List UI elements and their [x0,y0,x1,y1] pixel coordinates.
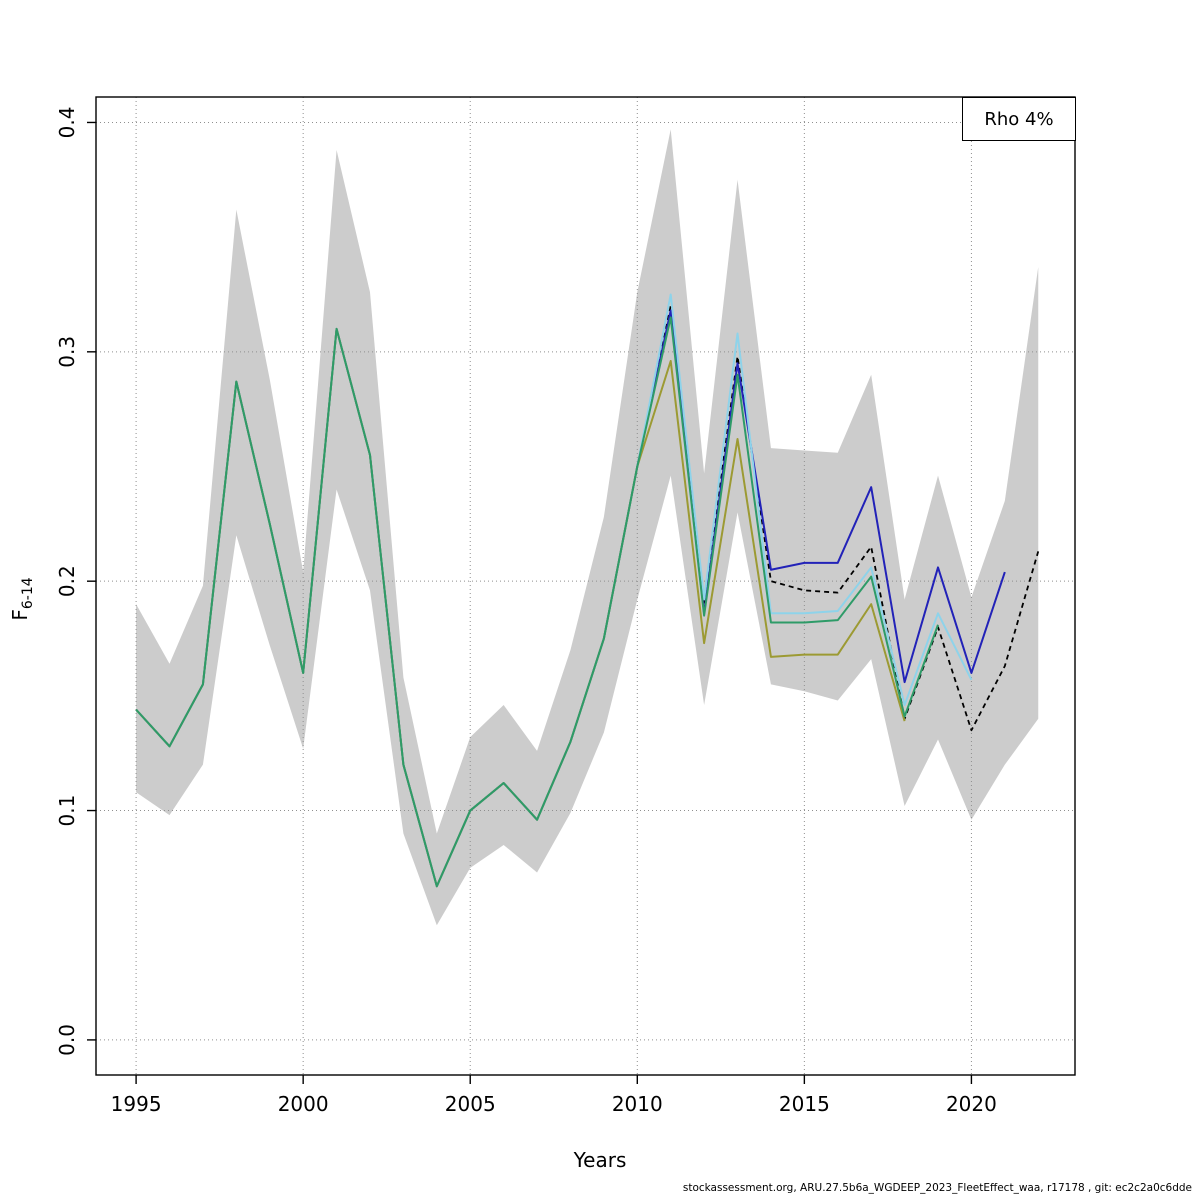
y-tick-label: 0.2 [55,565,79,597]
footer-citation: stockassessment.org, ARU.27.5b6a_WGDEEP_… [682,1182,1192,1194]
y-tick-label: 0.1 [55,795,79,827]
x-axis-label: Years [573,1148,627,1172]
y-axis-label-sub: 6-14 [20,577,36,610]
y-axis-label-base: F [8,609,32,621]
x-tick-label: 2020 [946,1092,997,1116]
x-tick-label: 2005 [445,1092,496,1116]
y-tick-label: 0.3 [55,336,79,368]
legend-box: Rho 4% [962,97,1076,141]
x-tick-label: 2010 [612,1092,663,1116]
plot-border [95,96,1076,1076]
series-line-retro-peel-2019 [135,316,939,888]
legend-label: Rho 4% [984,108,1054,130]
x-tick-label: 2015 [779,1092,830,1116]
y-tick-label: 0.0 [55,1024,79,1056]
x-tick-label: 2000 [278,1092,329,1116]
y-axis-label: F6-14 [8,549,36,649]
y-tick-label: 0.4 [55,107,79,139]
confidence-band [136,129,1039,926]
x-tick-label: 1995 [111,1092,162,1116]
